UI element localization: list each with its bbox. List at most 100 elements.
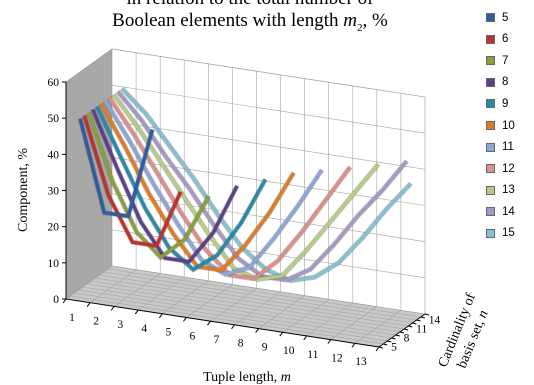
series-line-13 bbox=[112, 93, 380, 282]
gridline-x bbox=[114, 56, 161, 307]
x-tick bbox=[351, 343, 356, 348]
gridline-y bbox=[65, 48, 426, 98]
gridline-z bbox=[107, 52, 421, 318]
legend-item: 10 bbox=[486, 115, 515, 137]
x-tick bbox=[231, 324, 235, 330]
x-tick bbox=[86, 302, 91, 307]
x-tick-label: 1 bbox=[69, 312, 75, 324]
legend-item: 8 bbox=[486, 72, 515, 94]
x-tick-label: 7 bbox=[214, 334, 220, 346]
legend-label: 9 bbox=[502, 97, 509, 110]
series-line-5 bbox=[78, 118, 155, 219]
legend-item: 11 bbox=[486, 136, 515, 158]
chart-title-subscript: 2 bbox=[357, 21, 363, 34]
chart-title-text: Boolean elements with length bbox=[112, 10, 344, 31]
x-tick-label: 13 bbox=[355, 356, 367, 368]
x-tick-label: 6 bbox=[190, 330, 196, 342]
y-tick-label: 0 bbox=[53, 294, 59, 306]
z-tick-label: 5 bbox=[391, 342, 397, 354]
series-line-9 bbox=[95, 105, 267, 272]
gridline-x bbox=[162, 63, 209, 315]
x-axis-title: Tuple length, m bbox=[203, 370, 291, 385]
x-tick-label: 12 bbox=[331, 352, 343, 364]
gridline-x bbox=[186, 67, 233, 318]
x-tick-label: 11 bbox=[307, 349, 318, 361]
x-tick-label: 8 bbox=[238, 338, 244, 350]
gridline-y bbox=[65, 265, 426, 315]
chart-title-line2: Boolean elements with length m2, % bbox=[60, 9, 440, 40]
gridline-z bbox=[82, 70, 396, 336]
gridline-z bbox=[78, 73, 392, 339]
z-tick bbox=[378, 346, 384, 349]
legend-item: 6 bbox=[486, 29, 515, 51]
y-tick-label: 30 bbox=[48, 186, 60, 198]
legend-label: 13 bbox=[502, 184, 515, 197]
x-tick bbox=[158, 313, 163, 319]
y-tick-label: 50 bbox=[48, 113, 60, 125]
legend-label: 7 bbox=[502, 54, 509, 67]
y-tick-label: 10 bbox=[48, 258, 60, 270]
legend-swatch bbox=[486, 34, 495, 44]
chart-series bbox=[77, 86, 413, 284]
gridline-z bbox=[99, 58, 413, 324]
z-tick bbox=[387, 340, 392, 343]
x-tick bbox=[303, 335, 308, 341]
legend-label: 14 bbox=[502, 205, 515, 218]
z-tick bbox=[424, 313, 430, 316]
x-tick bbox=[255, 328, 260, 333]
gridline-z bbox=[69, 79, 384, 345]
legend-swatch bbox=[486, 207, 495, 217]
legend-label: 10 bbox=[502, 119, 515, 132]
legend-label: 11 bbox=[502, 141, 514, 154]
z-tick bbox=[395, 334, 400, 337]
gridline-y bbox=[65, 229, 426, 279]
legend-swatch bbox=[486, 77, 495, 87]
y-tick-label: 40 bbox=[48, 149, 60, 161]
gridline-x bbox=[210, 71, 257, 322]
gridline-x bbox=[282, 82, 330, 333]
z-tick bbox=[408, 325, 413, 328]
z-tick bbox=[420, 316, 425, 319]
chart-title-suffix: , % bbox=[362, 10, 388, 31]
x-tick bbox=[279, 331, 284, 337]
series-line-6 bbox=[82, 115, 183, 248]
legend-swatch bbox=[486, 121, 495, 130]
y-tick-label: 60 bbox=[48, 77, 60, 89]
axis-line-depth bbox=[378, 313, 426, 348]
x-tick-label: 5 bbox=[165, 327, 171, 339]
gridline-x bbox=[330, 89, 378, 340]
legend-label: 15 bbox=[502, 227, 515, 240]
z-tick bbox=[416, 319, 421, 322]
gridline-x bbox=[306, 85, 354, 337]
legend-item: 9 bbox=[486, 93, 515, 115]
z-tick bbox=[391, 337, 396, 340]
legend-label: 12 bbox=[502, 162, 515, 175]
legend-label: 8 bbox=[502, 76, 509, 89]
x-tick bbox=[134, 309, 139, 315]
z-tick bbox=[399, 331, 405, 334]
x-tick-label: 2 bbox=[93, 316, 99, 328]
y-tick-label: 20 bbox=[48, 222, 60, 234]
x-tick-label: 9 bbox=[262, 341, 268, 353]
z-axis-title-variable: n bbox=[475, 308, 492, 320]
y-axis-title: Component, % bbox=[16, 148, 31, 232]
x-tick bbox=[207, 320, 211, 326]
chart-title-line1: in relation to the total number of bbox=[60, 0, 440, 11]
legend-swatch bbox=[486, 99, 495, 109]
gridline-z bbox=[74, 76, 388, 342]
x-tick-label: 3 bbox=[117, 319, 123, 331]
legend-item: 13 bbox=[486, 179, 515, 201]
z-tick bbox=[383, 343, 388, 346]
series-line-12 bbox=[107, 96, 352, 281]
x-tick bbox=[327, 339, 332, 344]
x-tick bbox=[375, 346, 380, 352]
z-tick bbox=[403, 328, 409, 331]
series-line-11 bbox=[103, 99, 324, 277]
legend-swatch bbox=[486, 13, 495, 23]
gridline-z bbox=[103, 55, 417, 321]
x-tick-label: 4 bbox=[141, 323, 147, 335]
z-tick-label: 8 bbox=[404, 333, 410, 345]
legend-swatch bbox=[486, 228, 495, 238]
z-tick bbox=[412, 322, 417, 325]
